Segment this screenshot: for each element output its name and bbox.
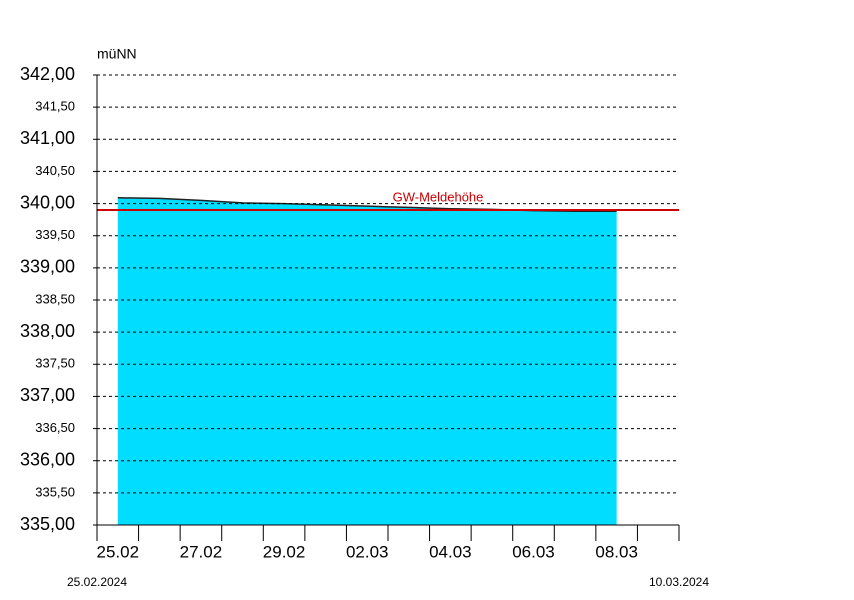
y-tick-label: 341,00 — [20, 128, 75, 148]
x-tick-label: 02.03 — [346, 542, 389, 561]
y-tick-label: 337,00 — [20, 385, 75, 405]
x-tick-label: 06.03 — [512, 542, 555, 561]
end-date: 10.03.2024 — [649, 575, 709, 589]
y-tick-label: 335,00 — [20, 514, 75, 534]
threshold-label: GW-Meldehöhe — [393, 189, 484, 204]
x-tick-label: 08.03 — [595, 542, 638, 561]
y-tick-label: 338,50 — [35, 291, 75, 306]
y-tick-label: 339,00 — [20, 257, 75, 277]
y-tick-label: 341,50 — [35, 99, 75, 114]
area-fill — [117, 197, 617, 526]
y-unit: müNN — [97, 46, 137, 62]
y-tick-label: 336,50 — [35, 420, 75, 435]
y-tick-label: 340,50 — [35, 163, 75, 178]
y-tick-label: 339,50 — [35, 227, 75, 242]
y-tick-label: 337,50 — [35, 356, 75, 371]
x-tick-label: 04.03 — [429, 542, 472, 561]
start-date: 25.02.2024 — [67, 575, 127, 589]
x-tick-label: 29.02 — [263, 542, 306, 561]
y-tick-label: 336,00 — [20, 449, 75, 469]
y-tick-label: 335,50 — [35, 484, 75, 499]
x-tick-label: 27.02 — [180, 542, 223, 561]
y-tick-label: 342,00 — [20, 64, 75, 84]
y-tick-label: 338,00 — [20, 321, 75, 341]
x-tick-label: 25.02 — [97, 542, 140, 561]
y-tick-label: 340,00 — [20, 192, 75, 212]
